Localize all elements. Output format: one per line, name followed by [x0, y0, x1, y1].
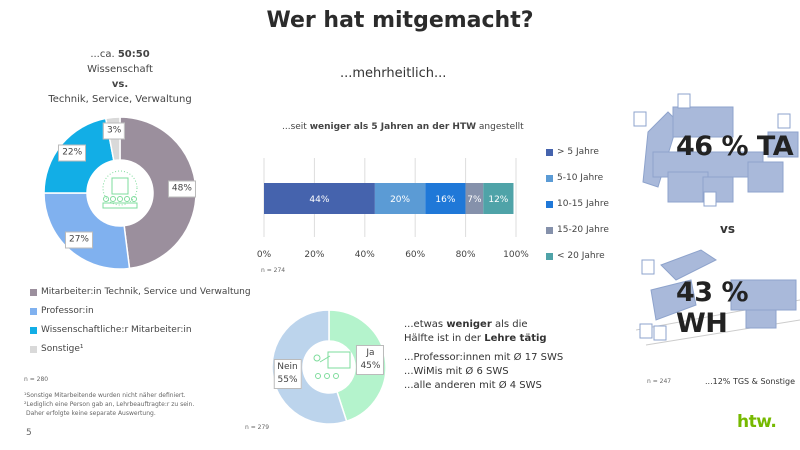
teaching-text: ...etwas weniger als die Hälfte ist in d… — [404, 318, 563, 393]
legend-item: Wissenschaftliche:r Mitarbeiter:in — [30, 325, 192, 335]
bar-label: 12% — [488, 195, 508, 205]
t-bold: weniger als 5 Jahren an der HTW — [309, 122, 477, 132]
legend-swatch — [30, 307, 37, 315]
vs-label: vs — [720, 222, 735, 236]
footnotes: ¹Sonstige Mitarbeitende wurden nicht näh… — [24, 391, 194, 418]
tick-label: 100% — [503, 250, 529, 260]
legend-swatch — [546, 174, 553, 182]
t: als die — [491, 319, 528, 330]
sws-line: ...WiMis mit Ø 6 SWS — [404, 366, 509, 377]
campus-ta-map — [633, 93, 799, 207]
sample-size: n = 280 — [24, 376, 49, 383]
htw-logo: htw. — [737, 412, 777, 432]
legend-swatch — [546, 226, 553, 234]
bar-label: 7% — [467, 195, 482, 205]
bar-label: 20% — [390, 195, 410, 205]
legend-label: 15-20 Jahre — [557, 225, 609, 235]
bar-label: 16% — [435, 195, 455, 205]
tenure-bar-chart: 0% 20% 40% 60% 80% 100% 44% 20% 16% 7% 12% — [257, 158, 529, 260]
legend-item: Professor:in — [30, 306, 94, 316]
bar-segment — [425, 183, 466, 214]
slice-label: 48% — [167, 180, 196, 198]
sample-size: n = 279 — [245, 424, 270, 431]
legend-swatch — [546, 148, 553, 156]
donut-slice — [119, 116, 197, 270]
legend-swatch — [546, 200, 553, 208]
legend-label: Wissenschaftliche:r Mitarbeiter:in — [41, 325, 192, 335]
heading-line: vs. — [111, 79, 129, 90]
page-number: 5 — [26, 428, 32, 438]
footnote: ¹Sonstige Mitarbeitende wurden nicht näh… — [24, 392, 186, 399]
wh-percentage: 43 % WH — [676, 277, 749, 339]
bar-segment — [264, 183, 375, 214]
t: angestellt — [476, 122, 524, 132]
footnote: ²Lediglich eine Person gab an, Lehrbeauf… — [24, 401, 195, 408]
donut-slice — [271, 309, 348, 425]
sample-size: n = 274 — [261, 267, 286, 274]
sws-line: ...Professor:innen mit Ø 17 SWS — [404, 352, 564, 363]
t: Hälfte ist in der — [404, 333, 485, 344]
tick-label: 80% — [456, 250, 476, 260]
campus-wh-map — [636, 249, 800, 346]
building-people-icon — [102, 170, 138, 209]
slice-label: 22% — [58, 144, 87, 162]
legend-label: Professor:in — [41, 306, 94, 316]
donut-slice — [43, 192, 131, 270]
tick-label: 40% — [355, 250, 375, 260]
legend-item: < 20 Jahre — [546, 251, 605, 261]
other-campus-text: ...12% TGS & Sonstige — [705, 377, 796, 386]
heading-line: Wissenschaft — [87, 64, 153, 75]
legend-item: Mitarbeiter:in Technik, Service und Verw… — [30, 287, 251, 297]
legend-item: 15-20 Jahre — [546, 225, 609, 235]
legend-label: > 5 Jahre — [557, 147, 599, 157]
legend-swatch — [546, 252, 553, 260]
tick-label: 20% — [304, 250, 324, 260]
bar-segment — [483, 183, 514, 214]
legend-label: 10-15 Jahre — [557, 199, 609, 209]
legend-item: 10-15 Jahre — [546, 199, 609, 209]
t: ...etwas — [404, 319, 447, 330]
t: ...seit — [282, 122, 310, 132]
bar-chart-title: ...seit weniger als 5 Jahren an der HTW … — [282, 122, 524, 132]
t-bold: weniger — [446, 319, 492, 330]
teacher-presentation-icon — [313, 351, 351, 379]
footnote: Daher erfolgte keine separate Auswertung… — [26, 410, 156, 417]
legend-swatch — [30, 326, 37, 334]
legend-item: 5-10 Jahre — [546, 173, 603, 183]
bar-segment — [465, 183, 484, 214]
bar-segment — [374, 183, 426, 214]
heading-bold: 50:50 — [117, 49, 150, 60]
ta-percentage: 46 % TA — [676, 131, 794, 162]
slice-label: 3% — [103, 122, 126, 140]
legend-label: Mitarbeiter:in Technik, Service und Verw… — [41, 287, 251, 297]
slice-label: 27% — [64, 231, 93, 248]
heading-prefix: ...ca. — [90, 49, 118, 60]
t-bold: Lehre tätig — [484, 333, 547, 344]
legend-item: > 5 Jahre — [546, 147, 599, 157]
slice-label: Nein 55% — [273, 358, 302, 389]
sample-size: n = 247 — [647, 378, 672, 385]
legend-label: < 20 Jahre — [557, 251, 605, 261]
left-heading: ...ca. 50:50 Wissenschaft vs. Technik, S… — [0, 47, 240, 107]
sws-line: ...alle anderen mit Ø 4 SWS — [404, 380, 542, 391]
bar-label: 44% — [309, 195, 329, 205]
legend-label: 5-10 Jahre — [557, 173, 604, 183]
page-title: Wer hat mitgemacht? — [266, 8, 534, 33]
legend-swatch — [30, 345, 37, 353]
tick-label: 0% — [257, 250, 272, 260]
subtitle: ...mehrheitlich... — [340, 66, 447, 81]
heading-line: Technik, Service, Verwaltung — [48, 94, 192, 105]
tick-label: 60% — [405, 250, 425, 260]
legend-swatch — [30, 288, 37, 296]
slice-label: Ja 45% — [356, 345, 385, 376]
legend-item: Sonstige¹ — [30, 344, 84, 354]
legend-label: Sonstige¹ — [41, 344, 84, 354]
